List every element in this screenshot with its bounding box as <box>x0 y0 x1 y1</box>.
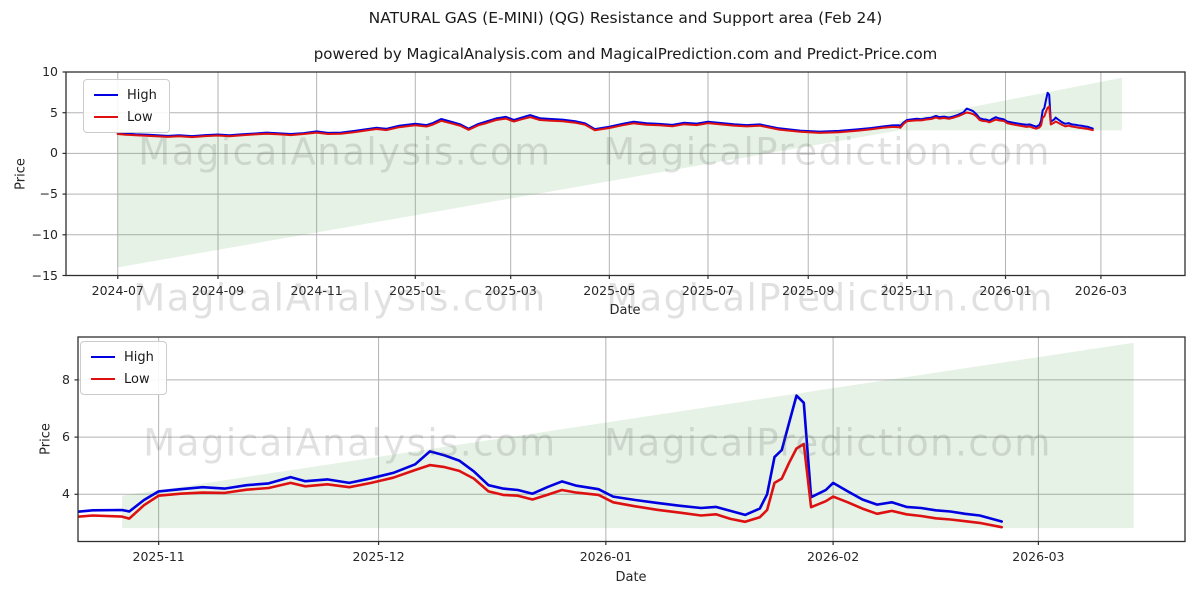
low-line-swatch <box>91 378 115 380</box>
bottom-chart <box>74 336 1186 545</box>
low-line <box>116 105 1094 139</box>
legend-label-low: Low <box>127 109 153 125</box>
legend-label-high: High <box>127 87 157 103</box>
high-line-swatch <box>94 94 118 96</box>
legend-item-high: High <box>91 349 154 365</box>
high-line <box>116 91 1094 138</box>
top-chart-legend: High Low <box>83 79 170 133</box>
page-title: NATURAL GAS (E-MINI) (QG) Resistance and… <box>368 9 883 27</box>
high-line <box>78 394 1004 523</box>
legend-item-high: High <box>94 87 157 103</box>
page-subtitle: powered by MagicalAnalysis.com and Magic… <box>313 45 938 63</box>
low-line-swatch <box>94 116 118 118</box>
legend-label-low: Low <box>124 371 150 387</box>
support-resistance-area <box>122 342 1134 529</box>
legend-item-low: Low <box>94 109 157 125</box>
top-chart <box>62 71 1186 279</box>
low-line <box>78 442 1004 529</box>
support-resistance-area <box>117 77 1122 268</box>
high-line-swatch <box>91 356 115 358</box>
bottom-chart-legend: High Low <box>80 341 167 395</box>
legend-item-low: Low <box>91 371 154 387</box>
plot-border <box>77 336 1186 543</box>
legend-label-high: High <box>124 349 154 365</box>
plot-border <box>65 71 1186 277</box>
